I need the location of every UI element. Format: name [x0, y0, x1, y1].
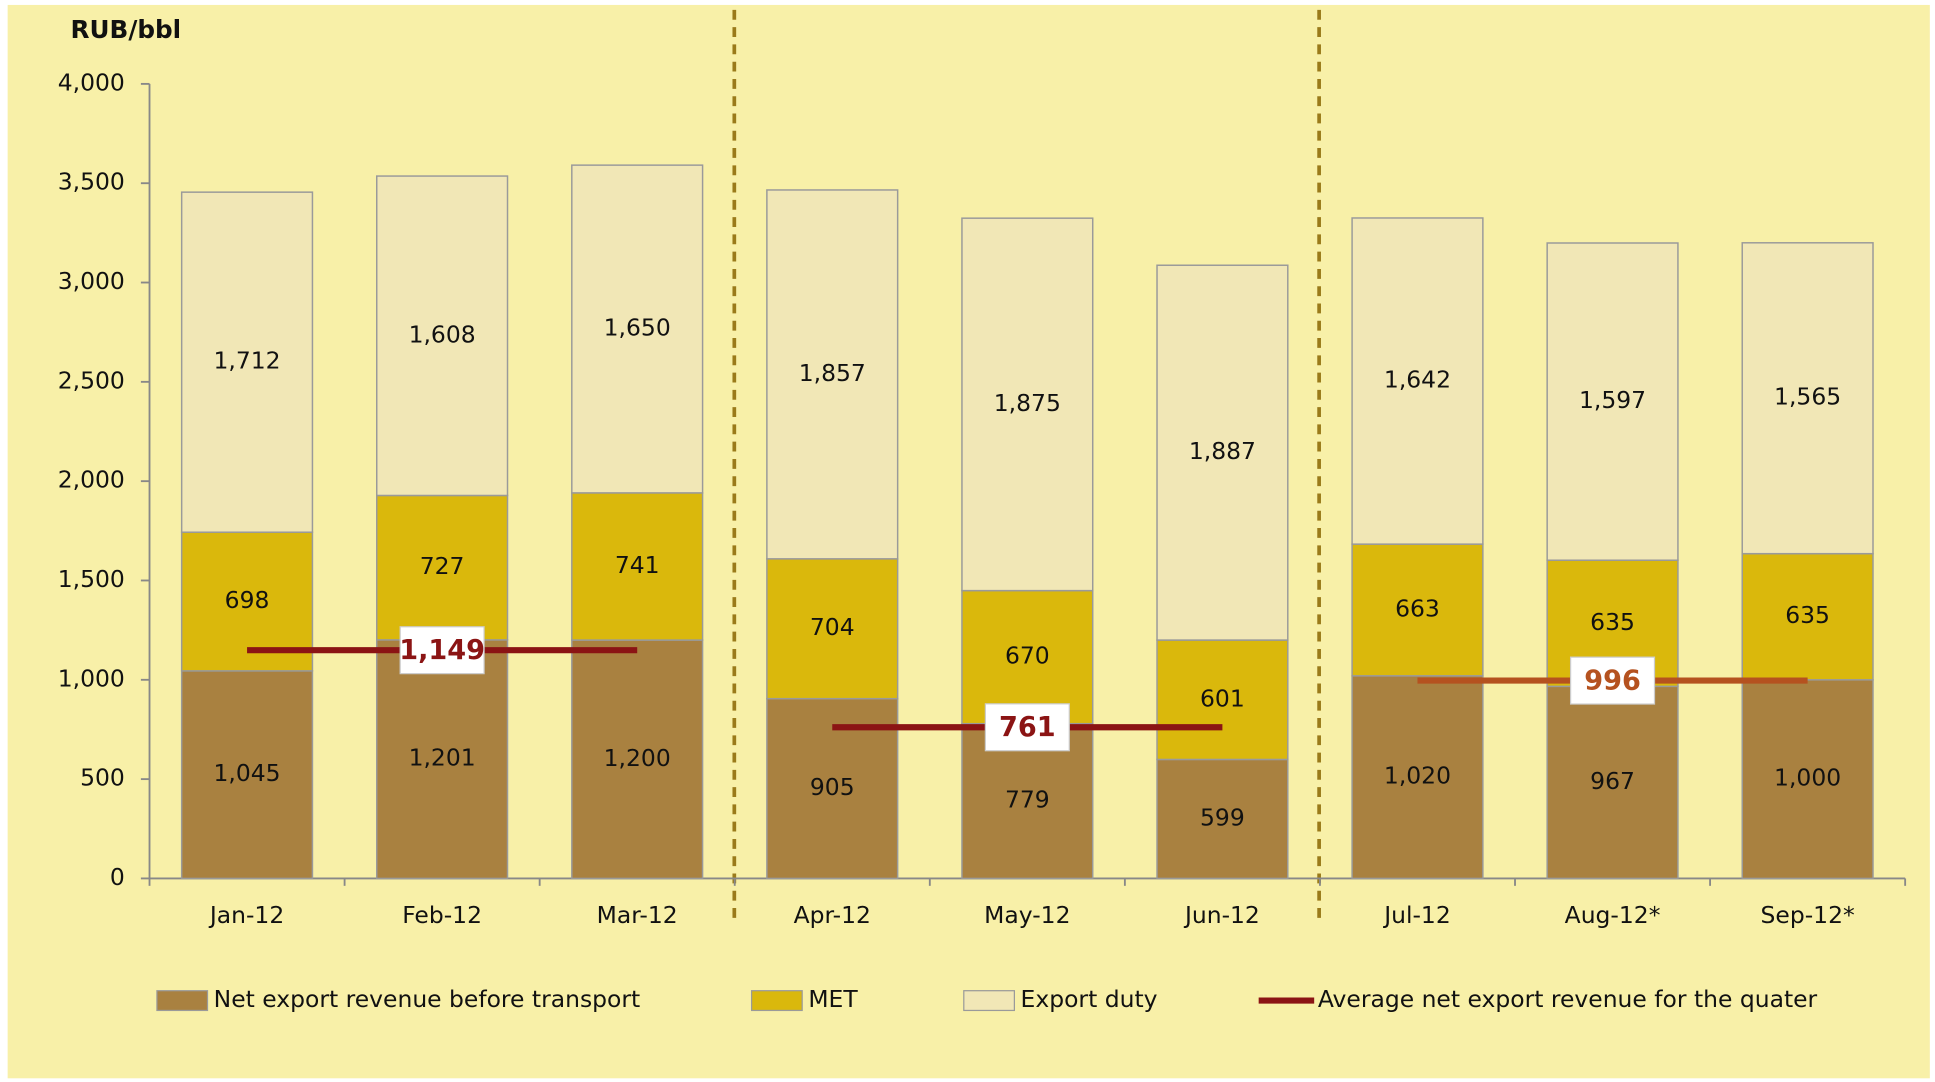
- data-label: 741: [615, 551, 660, 579]
- legend-label: Net export revenue before transport: [214, 985, 641, 1013]
- data-label: 727: [420, 552, 465, 580]
- bar-segment: [766, 189, 899, 560]
- data-label: 601: [1200, 684, 1245, 712]
- bar-segment: [1546, 242, 1679, 561]
- bar-segment: [1741, 679, 1874, 880]
- x-tick-label: Jul-12: [1382, 901, 1451, 929]
- bar-segment: [375, 639, 509, 880]
- data-label: 1,712: [214, 347, 281, 375]
- bar-segment: [766, 558, 899, 700]
- y-tick-label: 2,000: [58, 466, 125, 494]
- line-label: 761: [999, 712, 1056, 743]
- legend-label: MET: [808, 985, 858, 1013]
- x-tick-label: May-12: [984, 901, 1070, 929]
- y-tick-label: 3,500: [58, 168, 125, 196]
- bar-segment: [1351, 543, 1484, 677]
- bar-segment: [961, 217, 1094, 592]
- bar-segment: [180, 670, 314, 880]
- bar-segment: [571, 492, 704, 641]
- data-label: 1,000: [1774, 764, 1841, 792]
- data-label: 698: [225, 586, 270, 614]
- data-label: 670: [1005, 642, 1050, 670]
- x-tick-label: Aug-12*: [1565, 901, 1661, 929]
- x-tick-label: Sep-12*: [1761, 901, 1855, 929]
- bar-segment: [571, 164, 704, 494]
- data-label: 1,200: [604, 744, 671, 772]
- y-tick-label: 2,500: [58, 366, 125, 394]
- y-tick-label: 1,500: [58, 565, 125, 593]
- data-label: 1,608: [409, 320, 476, 348]
- y-axis-label: RUB/bbl: [71, 15, 182, 44]
- data-label: 1,565: [1774, 383, 1841, 411]
- bar-segment: [1156, 264, 1289, 641]
- y-tick-label: 1,000: [58, 664, 125, 692]
- bar-segment: [571, 639, 704, 880]
- data-label: 967: [1590, 767, 1635, 795]
- data-label: 663: [1395, 594, 1440, 622]
- data-label: 1,020: [1384, 762, 1451, 790]
- line-label: 1,149: [399, 635, 485, 666]
- bar-segment: [180, 191, 314, 533]
- bar-segment: [375, 175, 509, 497]
- y-tick-label: 0: [110, 863, 125, 891]
- bar-segment: [1546, 685, 1679, 880]
- label-box: [984, 703, 1070, 752]
- data-label: 599: [1200, 803, 1245, 831]
- bar-segment: [1351, 217, 1484, 545]
- bar-segment: [1156, 758, 1289, 880]
- line-label: 996: [1584, 665, 1641, 696]
- x-tick-label: Mar-12: [597, 901, 678, 929]
- data-label: 1,887: [1189, 437, 1256, 465]
- legend-swatch: [156, 990, 209, 1012]
- data-label: 905: [810, 773, 855, 801]
- bar-segment: [1741, 242, 1874, 555]
- data-label: 1,650: [604, 314, 671, 342]
- data-label: 779: [1005, 786, 1050, 814]
- y-tick-label: 500: [80, 764, 125, 792]
- bar-segment: [1351, 675, 1484, 880]
- data-label: 1,857: [799, 359, 866, 387]
- y-tick-label: 3,000: [58, 267, 125, 295]
- x-tick-label: Feb-12: [402, 901, 482, 929]
- data-label: 635: [1785, 601, 1830, 629]
- data-label: 1,201: [409, 744, 476, 772]
- legend-swatch: [963, 990, 1015, 1012]
- x-tick-label: Jan-12: [208, 901, 284, 929]
- label-box: [1569, 656, 1656, 705]
- legend-label: Export duty: [1021, 985, 1158, 1013]
- data-label: 1,597: [1579, 386, 1646, 414]
- legend-label: Average net export revenue for the quate…: [1318, 985, 1818, 1013]
- bar-segment: [1156, 639, 1289, 761]
- data-label: 1,875: [994, 389, 1061, 417]
- data-label: 1,045: [214, 759, 281, 787]
- data-label: 635: [1590, 608, 1635, 636]
- legend-swatch: [750, 990, 803, 1012]
- y-tick-label: 4,000: [58, 68, 125, 96]
- x-tick-label: Apr-12: [794, 901, 871, 929]
- x-tick-label: Jun-12: [1183, 901, 1260, 929]
- label-box: [399, 626, 485, 675]
- bar-segment: [961, 589, 1094, 725]
- data-label: 704: [810, 613, 855, 641]
- data-label: 1,642: [1384, 366, 1451, 394]
